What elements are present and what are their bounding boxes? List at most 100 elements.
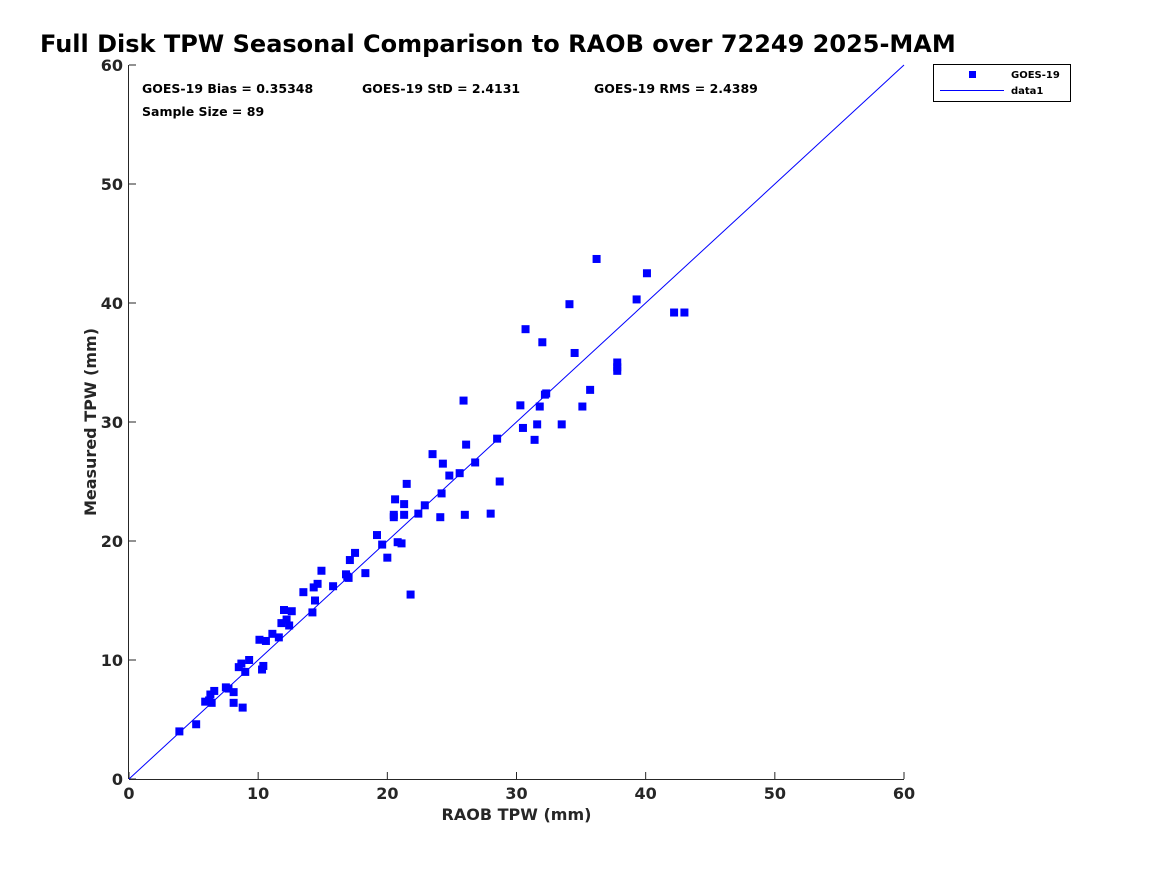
goes19-point	[632, 295, 641, 304]
goes19-point	[299, 588, 308, 597]
goes19-point	[516, 401, 525, 410]
goes19-point	[586, 385, 595, 394]
goes19-point	[351, 548, 360, 557]
goes19-point	[428, 450, 437, 459]
goes19-point	[391, 495, 400, 504]
x-tick-label: 40	[635, 784, 657, 803]
goes19-point	[285, 621, 294, 630]
goes19-point	[460, 510, 469, 519]
goes19-point	[557, 420, 566, 429]
rms-annotation: GOES-19 RMS = 2.4389	[594, 81, 758, 96]
goes19-point	[274, 633, 283, 642]
bias-annotation: GOES-19 Bias = 0.35348	[142, 81, 313, 96]
x-tick-label: 30	[505, 784, 527, 803]
goes19-point	[400, 500, 409, 509]
y-tick-label: 40	[101, 294, 123, 313]
goes19-point	[462, 440, 471, 449]
goes19-point	[361, 569, 370, 578]
legend-marker-goes19	[969, 71, 976, 78]
goes19-point	[287, 607, 296, 616]
goes19-point	[642, 269, 651, 278]
goes19-point	[238, 703, 247, 712]
goes19-point	[400, 510, 409, 519]
goes19-point	[397, 539, 406, 548]
goes19-point	[259, 661, 268, 670]
goes19-point	[670, 308, 679, 317]
goes19-point	[229, 688, 238, 697]
x-tick-label: 20	[376, 784, 398, 803]
x-tick-label: 50	[764, 784, 786, 803]
goes19-point	[282, 615, 291, 624]
goes19-point	[308, 608, 317, 617]
axes: 0 10 20 30 40 50 60 0 10 20 30 40 50 60	[101, 56, 915, 803]
x-tick-label: 10	[247, 784, 269, 803]
goes19-point	[329, 582, 338, 591]
goes19-point	[486, 509, 495, 518]
goes19-point	[493, 434, 502, 443]
goes19-point	[613, 358, 622, 367]
goes19-point	[406, 590, 415, 599]
legend-box	[933, 64, 1071, 102]
goes19-point	[518, 423, 527, 432]
data1-line	[128, 64, 905, 780]
goes19-point	[317, 566, 326, 575]
goes19-point	[471, 458, 480, 467]
chart-title: Full Disk TPW Seasonal Comparison to RAO…	[40, 30, 956, 58]
goes19-point	[378, 540, 387, 549]
goes19-point	[533, 420, 542, 429]
y-tick-label: 50	[101, 175, 123, 194]
scatter-points	[175, 254, 689, 736]
goes19-point	[570, 348, 579, 357]
y-tick-label: 20	[101, 532, 123, 551]
legend-label-goes19: GOES-19	[1011, 70, 1060, 81]
x-axis-label: RAOB TPW (mm)	[442, 805, 592, 824]
goes19-point	[268, 629, 277, 638]
goes19-point	[261, 636, 270, 645]
goes19-point	[592, 254, 601, 263]
goes19-point	[414, 509, 423, 518]
x-tick-label: 60	[893, 784, 915, 803]
x-tick-label: 0	[123, 784, 134, 803]
goes19-point	[210, 686, 219, 695]
goes19-point	[530, 435, 539, 444]
goes19-point	[437, 489, 446, 498]
goes19-point	[175, 727, 184, 736]
sample-size-annotation: Sample Size = 89	[142, 104, 264, 119]
goes19-point	[192, 720, 201, 729]
std-annotation: GOES-19 StD = 2.4131	[362, 81, 520, 96]
y-tick-label: 60	[101, 56, 123, 75]
goes19-point	[680, 308, 689, 317]
goes19-point	[565, 300, 574, 309]
legend: GOES-19 data1	[933, 64, 1071, 102]
goes19-point	[521, 325, 530, 334]
goes19-point	[229, 698, 238, 707]
goes19-point	[245, 656, 254, 664]
goes19-point	[383, 553, 392, 562]
goes19-point	[445, 471, 454, 480]
goes19-point	[241, 667, 250, 676]
goes19-point	[207, 698, 216, 707]
y-tick-label: 30	[101, 413, 123, 432]
goes19-point	[224, 684, 233, 693]
goes19-point	[373, 531, 381, 540]
goes19-point	[535, 402, 544, 411]
goes19-point	[255, 635, 264, 644]
goes19-point	[389, 510, 398, 519]
goes19-point	[345, 556, 354, 565]
goes19-point	[455, 469, 464, 478]
y-axis-label: Measured TPW (mm)	[81, 328, 100, 516]
y-tick-label: 10	[101, 651, 123, 670]
goes19-point	[280, 606, 288, 615]
y-tick-label: 0	[112, 770, 123, 789]
goes19-point	[402, 479, 411, 488]
goes19-point	[436, 513, 445, 522]
goes19-point	[495, 477, 504, 486]
goes19-point	[343, 572, 352, 581]
goes19-point	[438, 459, 447, 468]
goes19-point	[277, 619, 286, 628]
goes19-point	[538, 338, 547, 347]
legend-label-data1: data1	[1011, 86, 1043, 97]
goes19-point	[420, 501, 429, 510]
goes19-point	[313, 579, 322, 588]
